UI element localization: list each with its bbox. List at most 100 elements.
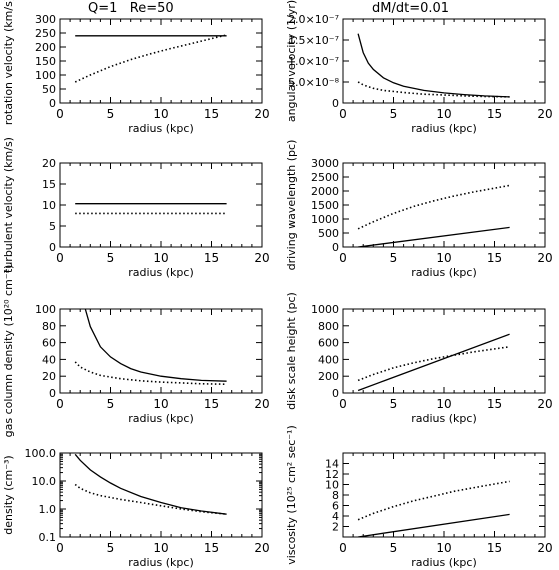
x-tick-label: 5	[107, 541, 115, 555]
x-tick-label: 20	[537, 107, 552, 121]
x-tick-label: 5	[107, 107, 115, 121]
x-tick-label: 10	[153, 541, 168, 555]
x-tick-label: 5	[390, 251, 398, 265]
y-axis-label: viscosity (10²⁵ cm² sec⁻¹)	[285, 425, 298, 565]
x-tick-label: 5	[390, 397, 398, 411]
y-axis-label: angular velocity (1/yr)	[285, 0, 298, 122]
y-tick-label: 400	[318, 353, 339, 366]
right-column-title: dM/dt=0.01	[372, 1, 450, 16]
x-tick-label: 10	[436, 397, 451, 411]
x-tick-label: 15	[204, 397, 219, 411]
solid-series-line	[357, 333, 510, 392]
dotted-series-line	[357, 346, 510, 382]
y-tick-label: 1500	[311, 199, 339, 212]
y-tick-label: 60	[42, 337, 56, 350]
plot-frame	[342, 18, 546, 104]
x-tick-label: 15	[487, 541, 502, 555]
y-tick-label: 0	[332, 241, 339, 254]
y-tick-label: 10	[325, 479, 339, 492]
plot-frame	[342, 308, 546, 394]
y-tick-label: 250	[35, 27, 56, 40]
x-axis-label: radius (kpc)	[411, 556, 476, 569]
y-tick-label: 150	[35, 55, 56, 68]
x-tick-label: 20	[537, 541, 552, 555]
y-tick-label: 1000	[311, 303, 339, 316]
y-tick-label: 40	[42, 353, 56, 366]
x-tick-label: 5	[390, 107, 398, 121]
y-tick-label: 8	[332, 489, 339, 502]
y-tick-label: 1000	[311, 213, 339, 226]
y-tick-label: 50	[42, 83, 56, 96]
panel-7: 0 5 10 15 20 0.1 1.0 10.0 100.0 radius (kpc) densi…	[2, 447, 270, 569]
y-axis-label: turbulent velocity (km/s)	[2, 137, 15, 273]
y-tick-label: 15	[42, 178, 56, 191]
plot-frame	[59, 18, 263, 104]
y-tick-label: 5.0×10⁻⁸	[288, 76, 340, 89]
x-axis-label: radius (kpc)	[411, 122, 476, 135]
y-tick-label: 80	[42, 320, 56, 333]
y-tick-label: 100	[35, 303, 56, 316]
plot-frame	[59, 162, 263, 248]
x-tick-label: 20	[537, 251, 552, 265]
y-tick-label: 5	[49, 220, 56, 233]
x-axis-label: radius (kpc)	[128, 412, 193, 425]
y-tick-label: 100.0	[25, 447, 57, 460]
y-tick-label: 6	[332, 500, 339, 513]
y-tick-label: 2500	[311, 171, 339, 184]
panel-2: 0 5 10 15 20 0 5.0×10⁻⁸ 1.0×10⁻⁷ 1.5×10⁻⁷ 2.0×10⁻…	[285, 0, 553, 135]
y-tick-label: 800	[318, 320, 339, 333]
panel-5: 0 5 10 15 20 0 20 40 60 80 100 radius (kpc) gas colu…	[2, 265, 270, 438]
x-tick-label: 15	[487, 107, 502, 121]
x-tick-label: 0	[56, 541, 64, 555]
x-tick-label: 0	[339, 107, 347, 121]
x-axis-label: radius (kpc)	[128, 556, 193, 569]
x-tick-label: 0	[339, 251, 347, 265]
y-tick-label: 3000	[311, 157, 339, 170]
x-tick-label: 0	[56, 107, 64, 121]
x-tick-label: 20	[254, 107, 269, 121]
x-tick-label: 10	[153, 397, 168, 411]
y-tick-label: 10.0	[32, 475, 57, 488]
x-tick-label: 10	[436, 107, 451, 121]
solid-series-line	[358, 226, 510, 247]
y-axis-label: driving wavelength (pc)	[285, 140, 298, 271]
x-tick-label: 10	[153, 107, 168, 121]
plot-frame	[59, 308, 263, 394]
y-tick-label: 12	[325, 468, 339, 481]
y-axis-label: gas column density (10²⁰ cm⁻²)	[2, 265, 15, 438]
y-tick-label: 0.1	[39, 531, 57, 544]
solid-series-line	[84, 309, 227, 382]
y-tick-label: 0	[49, 97, 56, 110]
y-tick-label: 2000	[311, 185, 339, 198]
dotted-series-line	[74, 361, 227, 385]
y-tick-label: 500	[318, 227, 339, 240]
x-tick-label: 5	[107, 251, 115, 265]
dotted-series-line	[357, 480, 510, 521]
y-tick-label: 10	[42, 199, 56, 212]
x-tick-label: 5	[390, 541, 398, 555]
dotted-series-line	[357, 184, 510, 230]
left-column-title: Q=1 Re=50	[88, 1, 174, 16]
solid-series-line	[357, 33, 510, 98]
y-axis-label: rotation velocity (km/s)	[2, 0, 15, 125]
y-tick-label: 600	[318, 337, 339, 350]
x-tick-label: 10	[436, 251, 451, 265]
x-tick-label: 15	[487, 251, 502, 265]
x-tick-label: 20	[537, 397, 552, 411]
x-tick-label: 20	[254, 397, 269, 411]
y-tick-label: 1.5×10⁻⁷	[288, 34, 339, 47]
dotted-series-line	[357, 81, 510, 98]
x-tick-label: 20	[254, 251, 269, 265]
y-tick-label: 100	[35, 69, 56, 82]
x-tick-label: 0	[56, 251, 64, 265]
y-tick-label: 0	[49, 241, 56, 254]
x-tick-label: 15	[204, 107, 219, 121]
y-tick-label: 200	[35, 41, 56, 54]
y-tick-label: 300	[35, 13, 56, 26]
y-axis-label: disk scale height (pc)	[285, 292, 298, 410]
y-tick-label: 4	[332, 510, 339, 523]
